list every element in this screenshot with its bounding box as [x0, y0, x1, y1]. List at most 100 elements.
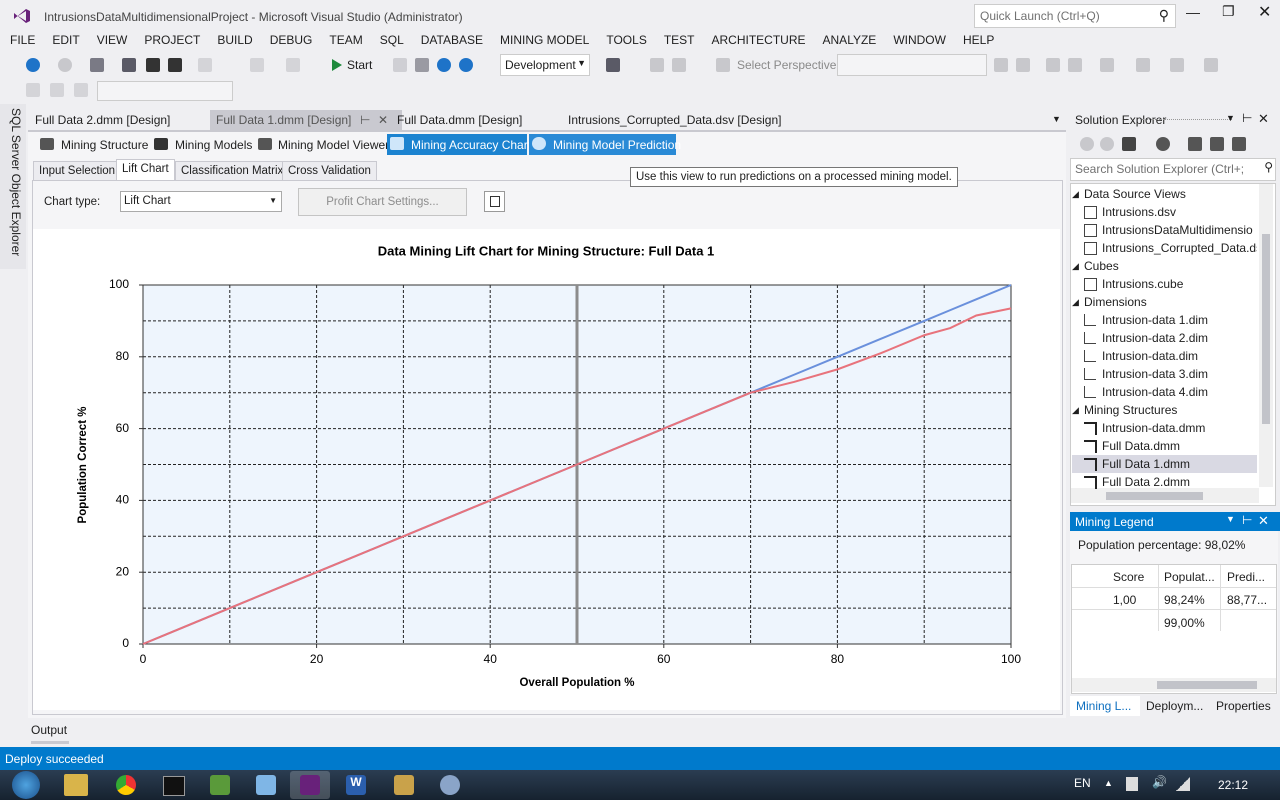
language-indicator[interactable]: EN — [1074, 776, 1091, 790]
save-all-button[interactable] — [168, 58, 182, 72]
menu-item[interactable]: HELP — [962, 33, 995, 47]
side-tab[interactable]: SQL Server Object Explorer — [9, 108, 23, 257]
panel-dropdown[interactable]: ▼ — [1226, 514, 1235, 524]
tool-button[interactable] — [26, 83, 40, 97]
tree-item[interactable]: Intrusion-data 3.dim — [1072, 365, 1257, 383]
tool-button[interactable] — [1100, 58, 1114, 72]
taskbar-app[interactable] — [256, 775, 276, 795]
network-icon[interactable] — [1176, 777, 1190, 791]
tool-button[interactable] — [1210, 137, 1224, 151]
bottom-tab[interactable]: Properties — [1216, 699, 1271, 713]
tree-item[interactable]: Intrusion-data.dim — [1072, 347, 1257, 365]
tool-button[interactable] — [650, 58, 664, 72]
sub-tab[interactable]: Classification Matrix — [175, 161, 290, 181]
tool-button[interactable] — [74, 83, 88, 97]
tool-button[interactable] — [716, 58, 730, 72]
pin-icon[interactable]: ⊢ — [1242, 111, 1253, 125]
tree-item[interactable]: Full Data 2.dmm — [1072, 473, 1257, 491]
copy-button[interactable] — [484, 191, 505, 212]
menu-item[interactable]: EDIT — [52, 33, 80, 47]
taskbar-app[interactable] — [163, 776, 185, 796]
tool-button[interactable] — [1068, 58, 1082, 72]
tree-item[interactable]: Intrusions_Corrupted_Data.ds — [1072, 239, 1257, 257]
taskbar-app[interactable] — [64, 774, 88, 796]
start-orb[interactable] — [12, 771, 40, 799]
sub-tab-active[interactable]: Lift Chart — [116, 159, 175, 181]
pin-icon[interactable]: ⊢ — [360, 113, 371, 127]
tree-item[interactable]: Intrusion-data 4.dim — [1072, 383, 1257, 401]
tool-button[interactable] — [1136, 58, 1150, 72]
close-tab[interactable]: ✕ — [378, 113, 389, 127]
doc-tab[interactable]: Full Data 1.dmm [Design] ⊢ ✕ — [210, 110, 402, 130]
scroll-thumb[interactable] — [1157, 681, 1257, 689]
tool-button[interactable] — [50, 83, 64, 97]
tool-button[interactable] — [1232, 137, 1246, 151]
taskbar-app[interactable] — [210, 775, 230, 795]
undo-button[interactable] — [250, 58, 264, 72]
tray-icon[interactable] — [1126, 777, 1138, 791]
taskbar-app-active[interactable] — [290, 771, 330, 799]
menu-item[interactable]: FILE — [10, 33, 36, 47]
tool-button[interactable] — [606, 58, 620, 72]
tree-item[interactable]: Intrusion-data 2.dim — [1072, 329, 1257, 347]
pause-button[interactable] — [393, 58, 407, 72]
scroll-thumb[interactable] — [1262, 234, 1270, 424]
home-button[interactable] — [1122, 137, 1136, 151]
menu-item[interactable]: BUILD — [217, 33, 253, 47]
menu-item[interactable]: TEST — [663, 33, 695, 47]
tray-arrow[interactable]: ▲ — [1104, 778, 1113, 788]
menu-item[interactable]: VIEW — [96, 33, 128, 47]
designer-tab[interactable]: Mining Model Viewer — [278, 138, 390, 152]
tree-item[interactable]: Intrusions.cube — [1072, 275, 1257, 293]
tree-item-selected[interactable]: Full Data 1.dmm — [1072, 455, 1257, 473]
tool-button[interactable] — [1204, 58, 1218, 72]
quick-launch[interactable]: Quick Launch (Ctrl+Q) ⚲ — [974, 4, 1176, 28]
taskbar-app[interactable] — [116, 775, 136, 795]
sub-tab[interactable]: Cross Validation — [282, 161, 377, 181]
restart-button[interactable] — [437, 58, 451, 72]
tool-button[interactable] — [1016, 58, 1030, 72]
save-button[interactable] — [146, 58, 160, 72]
tool-button[interactable] — [672, 58, 686, 72]
profit-settings-button[interactable]: Profit Chart Settings... — [298, 188, 467, 216]
designer-tab[interactable]: Mining Structure — [61, 138, 149, 152]
close-panel[interactable]: ✕ — [1258, 111, 1269, 126]
restore-button[interactable]: ❐ — [1222, 3, 1235, 19]
tool-button[interactable] — [1046, 58, 1060, 72]
pin-icon[interactable]: ⊢ — [1242, 513, 1253, 527]
designer-tab[interactable]: Mining Models — [175, 138, 253, 152]
taskbar-app[interactable]: W — [346, 775, 366, 795]
designer-tab-hover[interactable]: Mining Model Prediction — [529, 134, 681, 155]
doc-tab[interactable]: Full Data 2.dmm [Design] — [35, 113, 171, 127]
minimize-button[interactable]: — — [1186, 4, 1200, 20]
menu-item[interactable]: PROJECT — [144, 33, 201, 47]
tree-group[interactable]: ◢ Data Source Views — [1072, 185, 1257, 203]
close-button[interactable]: ✕ — [1258, 4, 1272, 21]
taskbar-app[interactable] — [394, 775, 414, 795]
tool-button[interactable] — [1100, 137, 1114, 151]
menu-item[interactable]: WINDOW — [893, 33, 946, 47]
output-tab[interactable]: Output — [31, 723, 68, 737]
menu-item[interactable]: TOOLS — [606, 33, 647, 47]
open-button[interactable] — [122, 58, 136, 72]
clock[interactable]: 22:12 — [1218, 778, 1249, 792]
step-button[interactable] — [459, 58, 473, 72]
sub-tab[interactable]: Input Selection — [33, 161, 122, 181]
tree-item[interactable]: Full Data.dmm — [1072, 437, 1257, 455]
scroll-thumb[interactable] — [1106, 492, 1203, 500]
stop-button[interactable] — [415, 58, 429, 72]
tab-dropdown[interactable]: ▼ — [1052, 114, 1061, 124]
start-button[interactable]: Start — [347, 58, 373, 72]
forward-button[interactable] — [58, 58, 72, 72]
tool-button[interactable] — [1080, 137, 1094, 151]
close-panel[interactable]: ✕ — [1258, 513, 1269, 528]
bottom-tab[interactable]: Deploym... — [1146, 699, 1204, 713]
menu-item[interactable]: ANALYZE — [822, 33, 877, 47]
tree-item[interactable]: IntrusionsDataMultidimensio — [1072, 221, 1257, 239]
menu-item[interactable]: DEBUG — [269, 33, 313, 47]
tool-button[interactable] — [1188, 137, 1202, 151]
tool-button[interactable] — [1170, 58, 1184, 72]
configuration-combo[interactable]: Development ▼ — [500, 54, 590, 76]
tree-group[interactable]: ◢ Cubes — [1072, 257, 1257, 275]
volume-icon[interactable]: 🔊 — [1152, 775, 1167, 789]
